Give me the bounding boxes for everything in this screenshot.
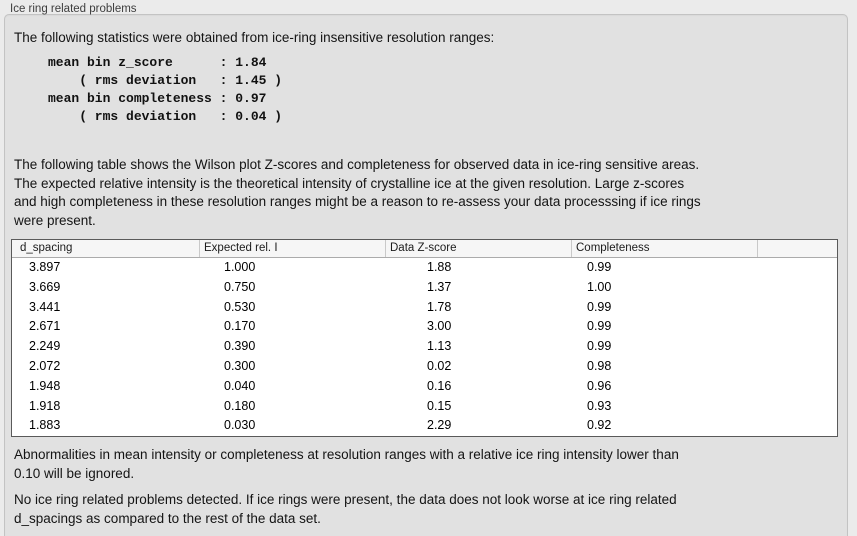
table-cell: 0.750 <box>224 279 256 294</box>
table-cell: 1.88 <box>427 260 452 274</box>
header-cell-empty <box>757 240 837 257</box>
table-cell: 1.78 <box>427 299 452 314</box>
table-cell: 0.300 <box>224 358 256 373</box>
ice-ring-table[interactable]: d_spacing Expected rel. I Data Z-score C… <box>11 239 838 437</box>
table-cell: 0.98 <box>587 358 612 373</box>
table-cell: 0.180 <box>224 398 256 413</box>
table-cell: 0.040 <box>224 378 256 393</box>
table-cell: 0.170 <box>224 319 256 334</box>
header-cell-completeness[interactable]: Completeness <box>571 240 757 257</box>
table-cell-empty <box>757 258 837 278</box>
table-cell: 3.669 <box>29 279 61 294</box>
table-body: 3.897 1.000 1.88 0.99 3.669 0.750 1.37 1.00 3.44… <box>12 258 837 436</box>
table-cell-empty <box>757 298 837 318</box>
header-cell-d-spacing[interactable]: d_spacing <box>20 242 73 254</box>
table-row[interactable]: 3.669 0.750 1.37 1.00 <box>12 278 837 298</box>
header-cell-data-z-score[interactable]: Data Z-score <box>385 240 571 257</box>
table-cell: 1.00 <box>587 279 612 294</box>
table-cell: 1.948 <box>29 378 61 393</box>
table-description: The following table shows the Wilson plo… <box>14 157 701 228</box>
note-ignore-threshold: Abnormalities in mean intensity or compl… <box>14 447 679 481</box>
table-row[interactable]: 3.897 1.000 1.88 0.99 <box>12 258 837 278</box>
panel-title: Ice ring related problems <box>10 3 137 15</box>
table-cell: 0.93 <box>587 398 612 413</box>
table-cell: 1.13 <box>427 339 452 354</box>
table-cell-empty <box>757 317 837 337</box>
table-row[interactable]: 3.441 0.530 1.78 0.99 <box>12 298 837 318</box>
table-cell: 2.671 <box>29 319 61 334</box>
table-cell: 3.00 <box>427 319 452 334</box>
table-row[interactable]: 2.671 0.170 3.00 0.99 <box>12 317 837 337</box>
table-row[interactable]: 2.249 0.390 1.13 0.99 <box>12 337 837 357</box>
table-cell-empty <box>757 377 837 397</box>
table-cell: 1.37 <box>427 279 452 294</box>
intro-text: The following statistics were obtained f… <box>14 30 495 45</box>
table-cell: 0.99 <box>587 339 612 354</box>
table-cell: 0.99 <box>587 299 612 314</box>
table-cell: 0.02 <box>427 358 452 373</box>
table-cell-empty <box>757 337 837 357</box>
table-row[interactable]: 1.918 0.180 0.15 0.93 <box>12 397 837 417</box>
table-cell: 0.96 <box>587 378 612 393</box>
table-cell: 1.000 <box>224 260 256 274</box>
stats-block: mean bin z_score : 1.84 ( rms deviation … <box>48 55 283 124</box>
table-header: d_spacing Expected rel. I Data Z-score C… <box>12 240 837 258</box>
table-cell: 1.883 <box>29 418 61 433</box>
table-cell: 3.441 <box>29 299 61 314</box>
table-cell: 3.897 <box>29 260 61 274</box>
table-cell: 0.390 <box>224 339 256 354</box>
note-result: No ice ring related problems detected. I… <box>14 492 677 526</box>
table-cell: 0.99 <box>587 319 612 334</box>
table-cell: 2.249 <box>29 339 61 354</box>
table-cell: 0.99 <box>587 260 612 274</box>
table-cell: 0.16 <box>427 378 452 393</box>
table-row[interactable]: 2.072 0.300 0.02 0.98 <box>12 357 837 377</box>
header-cell-expected-rel-i[interactable]: Expected rel. I <box>199 240 385 257</box>
table-cell: 0.15 <box>427 398 452 413</box>
table-cell-empty <box>757 416 837 436</box>
table-cell: 2.29 <box>427 418 452 433</box>
table-row[interactable]: 1.883 0.030 2.29 0.92 <box>12 416 837 436</box>
table-cell: 0.030 <box>224 418 256 433</box>
table-cell: 1.918 <box>29 398 61 413</box>
table-cell: 0.530 <box>224 299 256 314</box>
table-cell-empty <box>757 278 837 298</box>
table-cell-empty <box>757 357 837 377</box>
table-row[interactable]: 1.948 0.040 0.16 0.96 <box>12 377 837 397</box>
table-cell: 0.92 <box>587 418 612 433</box>
table-cell-empty <box>757 397 837 417</box>
table-cell: 2.072 <box>29 358 61 373</box>
